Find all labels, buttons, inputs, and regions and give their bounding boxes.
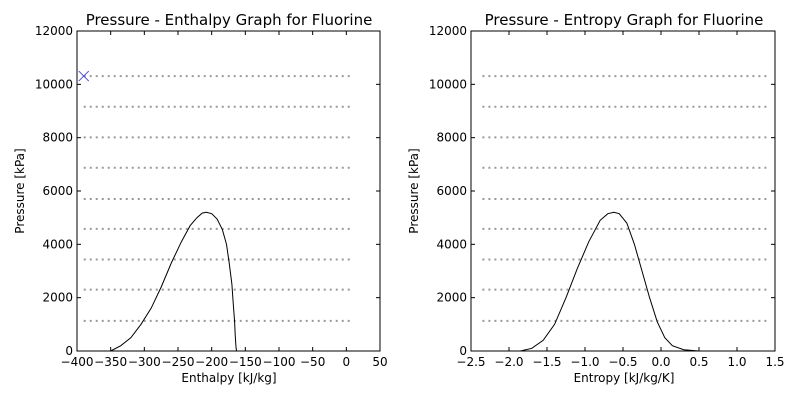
ph-x-tick-label: −50 — [300, 355, 325, 369]
ph-x-tick-label: −400 — [61, 355, 94, 369]
ph-y-tick-label: 10000 — [35, 77, 73, 91]
ph-saturation-curve — [110, 211, 238, 352]
pressure-enthalpy-chart: Pressure - Enthalpy Graph for Fluorine E… — [13, 11, 388, 385]
ps-x-tick-label: −0.5 — [608, 355, 637, 369]
ps-chart-title: Pressure - Entropy Graph for Fluorine — [485, 11, 764, 29]
ph-x-tick-label: −350 — [94, 355, 127, 369]
ps-y-tick-label: 10000 — [429, 77, 467, 91]
pressure-entropy-chart: Pressure - Entropy Graph for Fluorine En… — [407, 11, 785, 385]
ps-x-tick-label: −2.0 — [494, 355, 523, 369]
ps-y-tick-label: 6000 — [436, 184, 467, 198]
ps-x-axis-label: Entropy [kJ/kg/K] — [574, 371, 675, 385]
ps-saturation-curve — [520, 211, 700, 352]
ph-y-tick-label: 4000 — [42, 237, 73, 251]
ph-y-tick-label: 2000 — [42, 291, 73, 305]
ph-x-tick-label: −250 — [162, 355, 195, 369]
ps-y-tick-label: 4000 — [436, 237, 467, 251]
ph-state-marker — [78, 70, 90, 82]
ps-y-tick-label: 12000 — [429, 24, 467, 38]
ph-y-tick-label: 0 — [65, 344, 73, 358]
ph-y-tick-label: 8000 — [42, 131, 73, 145]
ph-axes-frame — [76, 30, 381, 352]
ph-chart-title: Pressure - Enthalpy Graph for Fluorine — [86, 11, 373, 29]
ps-x-tick-label: −1.5 — [532, 355, 561, 369]
ph-x-tick-label: −300 — [128, 355, 161, 369]
ps-y-tick-label: 0 — [459, 344, 467, 358]
ph-y-tick-label: 6000 — [42, 184, 73, 198]
ps-x-tick-label: −1.0 — [570, 355, 599, 369]
ps-x-tick-label: 0.5 — [689, 355, 708, 369]
ps-x-tick-label: 1.0 — [727, 355, 746, 369]
ph-y-axis-label: Pressure [kPa] — [13, 148, 27, 233]
ps-axes-frame — [470, 30, 776, 352]
ps-x-tick-label: 1.5 — [765, 355, 784, 369]
ps-x-tick-label: 0.0 — [651, 355, 670, 369]
ph-x-tick-label: 50 — [372, 355, 387, 369]
ph-x-tick-label: 0 — [343, 355, 351, 369]
ps-y-tick-label: 2000 — [436, 291, 467, 305]
ph-y-tick-label: 12000 — [35, 24, 73, 38]
ps-y-axis-label: Pressure [kPa] — [407, 148, 421, 233]
ph-x-tick-label: −150 — [229, 355, 262, 369]
ps-y-tick-label: 8000 — [436, 131, 467, 145]
ps-x-tick-label: −2.5 — [456, 355, 485, 369]
ph-x-tick-label: −200 — [195, 355, 228, 369]
ph-x-axis-label: Enthalpy [kJ/kg] — [181, 371, 276, 385]
ph-x-tick-label: −100 — [263, 355, 296, 369]
